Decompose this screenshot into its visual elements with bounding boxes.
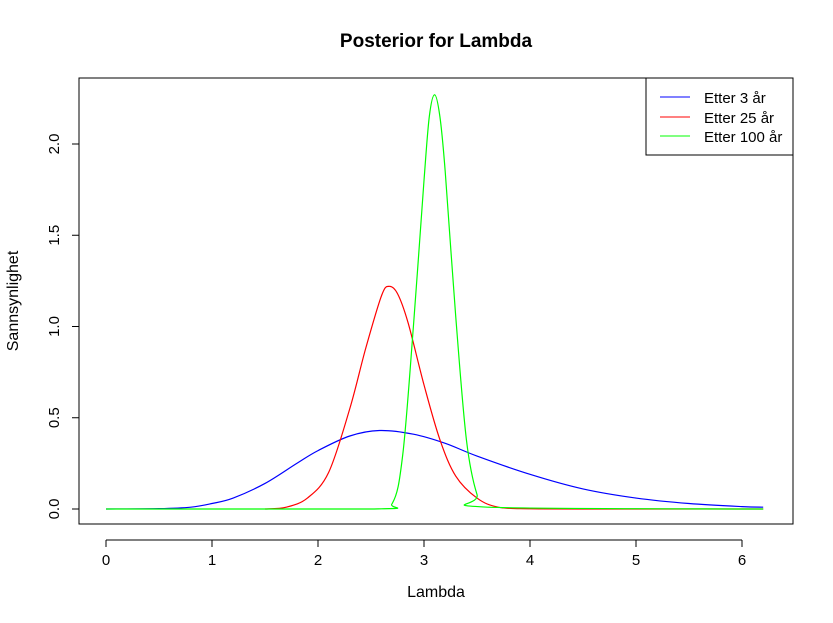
x-tick-label: 6 [738, 552, 746, 569]
y-tick-label: 0.5 [46, 407, 63, 428]
x-tick-label: 2 [314, 552, 322, 569]
y-tick-label: 1.5 [46, 225, 63, 246]
y-tick-label: 0.0 [46, 499, 63, 520]
y-axis: 0.0 0.5 1.0 1.5 2.0 [46, 134, 80, 520]
x-tick-label: 0 [102, 552, 110, 569]
x-axis: 0 1 2 3 4 5 6 [102, 539, 746, 569]
series-line-3 [105, 94, 764, 510]
x-tick-label: 4 [526, 552, 534, 569]
x-tick-label: 5 [632, 552, 640, 569]
chart-title: Posterior for Lambda [340, 31, 533, 52]
x-tick-label: 1 [208, 552, 216, 569]
series-line-2 [264, 285, 764, 510]
x-tick-label: 3 [420, 552, 428, 569]
series-lines [105, 94, 764, 510]
series-line-1 [105, 429, 764, 510]
legend-label-series-2: Etter 25 år [704, 110, 774, 127]
legend-label-series-3: Etter 100 år [704, 129, 782, 146]
y-tick-label: 2.0 [46, 134, 63, 155]
legend-label-series-1: Etter 3 år [704, 90, 766, 107]
y-tick-label: 1.0 [46, 316, 63, 337]
x-axis-label: Lambda [407, 584, 465, 601]
legend: Etter 3 år Etter 25 år Etter 100 år [645, 77, 794, 156]
y-axis-label: Sannsynlighet [5, 250, 22, 351]
